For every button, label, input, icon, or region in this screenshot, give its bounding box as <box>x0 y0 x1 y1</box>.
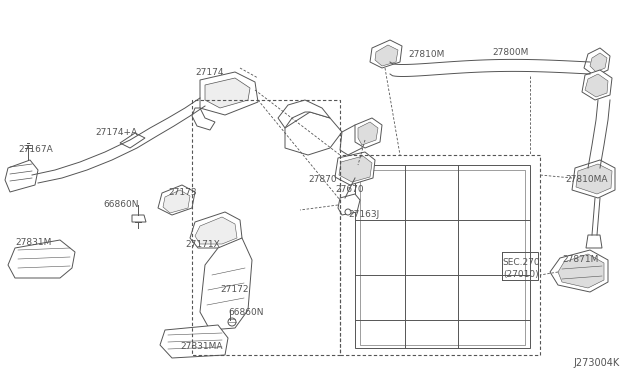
Text: SEC.270: SEC.270 <box>502 258 540 267</box>
Polygon shape <box>158 185 195 215</box>
Polygon shape <box>205 78 250 108</box>
Polygon shape <box>5 160 38 192</box>
Polygon shape <box>195 217 237 244</box>
Polygon shape <box>339 156 372 182</box>
Polygon shape <box>163 190 190 213</box>
Polygon shape <box>370 40 402 68</box>
Circle shape <box>345 209 351 215</box>
Polygon shape <box>160 325 228 358</box>
Polygon shape <box>576 164 612 194</box>
Text: 27172: 27172 <box>220 285 248 294</box>
Polygon shape <box>132 215 146 222</box>
Polygon shape <box>190 212 242 248</box>
Polygon shape <box>200 238 252 330</box>
Text: 27800M: 27800M <box>492 48 529 57</box>
Polygon shape <box>355 165 530 348</box>
Polygon shape <box>355 118 382 148</box>
Polygon shape <box>590 53 607 72</box>
Text: J273004K: J273004K <box>573 358 620 368</box>
Polygon shape <box>340 125 365 155</box>
Polygon shape <box>375 45 398 66</box>
Text: 27173: 27173 <box>168 188 196 197</box>
Polygon shape <box>200 72 258 115</box>
Text: 27810M: 27810M <box>408 50 444 59</box>
Text: 27810MA: 27810MA <box>565 175 607 184</box>
Text: 27871M: 27871M <box>562 255 598 264</box>
Text: 66860N: 66860N <box>228 308 264 317</box>
Text: 27163J: 27163J <box>348 210 380 219</box>
Polygon shape <box>278 100 330 128</box>
Text: 27831MA: 27831MA <box>180 342 223 351</box>
Polygon shape <box>338 194 360 215</box>
Circle shape <box>228 318 236 326</box>
Polygon shape <box>586 235 602 248</box>
Polygon shape <box>285 112 342 155</box>
Text: 27831M: 27831M <box>15 238 51 247</box>
Text: 27174+A: 27174+A <box>95 128 137 137</box>
Polygon shape <box>335 152 375 185</box>
Polygon shape <box>572 160 615 198</box>
Text: 27870: 27870 <box>308 175 337 184</box>
Polygon shape <box>358 122 378 145</box>
Polygon shape <box>192 108 215 130</box>
Text: 66860N: 66860N <box>103 200 138 209</box>
Text: (27010): (27010) <box>503 270 539 279</box>
Polygon shape <box>8 240 75 278</box>
Text: 27171X: 27171X <box>185 240 220 249</box>
Polygon shape <box>550 250 608 292</box>
Text: 27174: 27174 <box>195 68 223 77</box>
Polygon shape <box>582 70 612 100</box>
Text: 27167A: 27167A <box>18 145 52 154</box>
Text: 27670: 27670 <box>335 185 364 194</box>
Polygon shape <box>585 74 608 97</box>
Polygon shape <box>558 254 604 288</box>
Polygon shape <box>584 48 610 76</box>
Polygon shape <box>120 133 145 148</box>
